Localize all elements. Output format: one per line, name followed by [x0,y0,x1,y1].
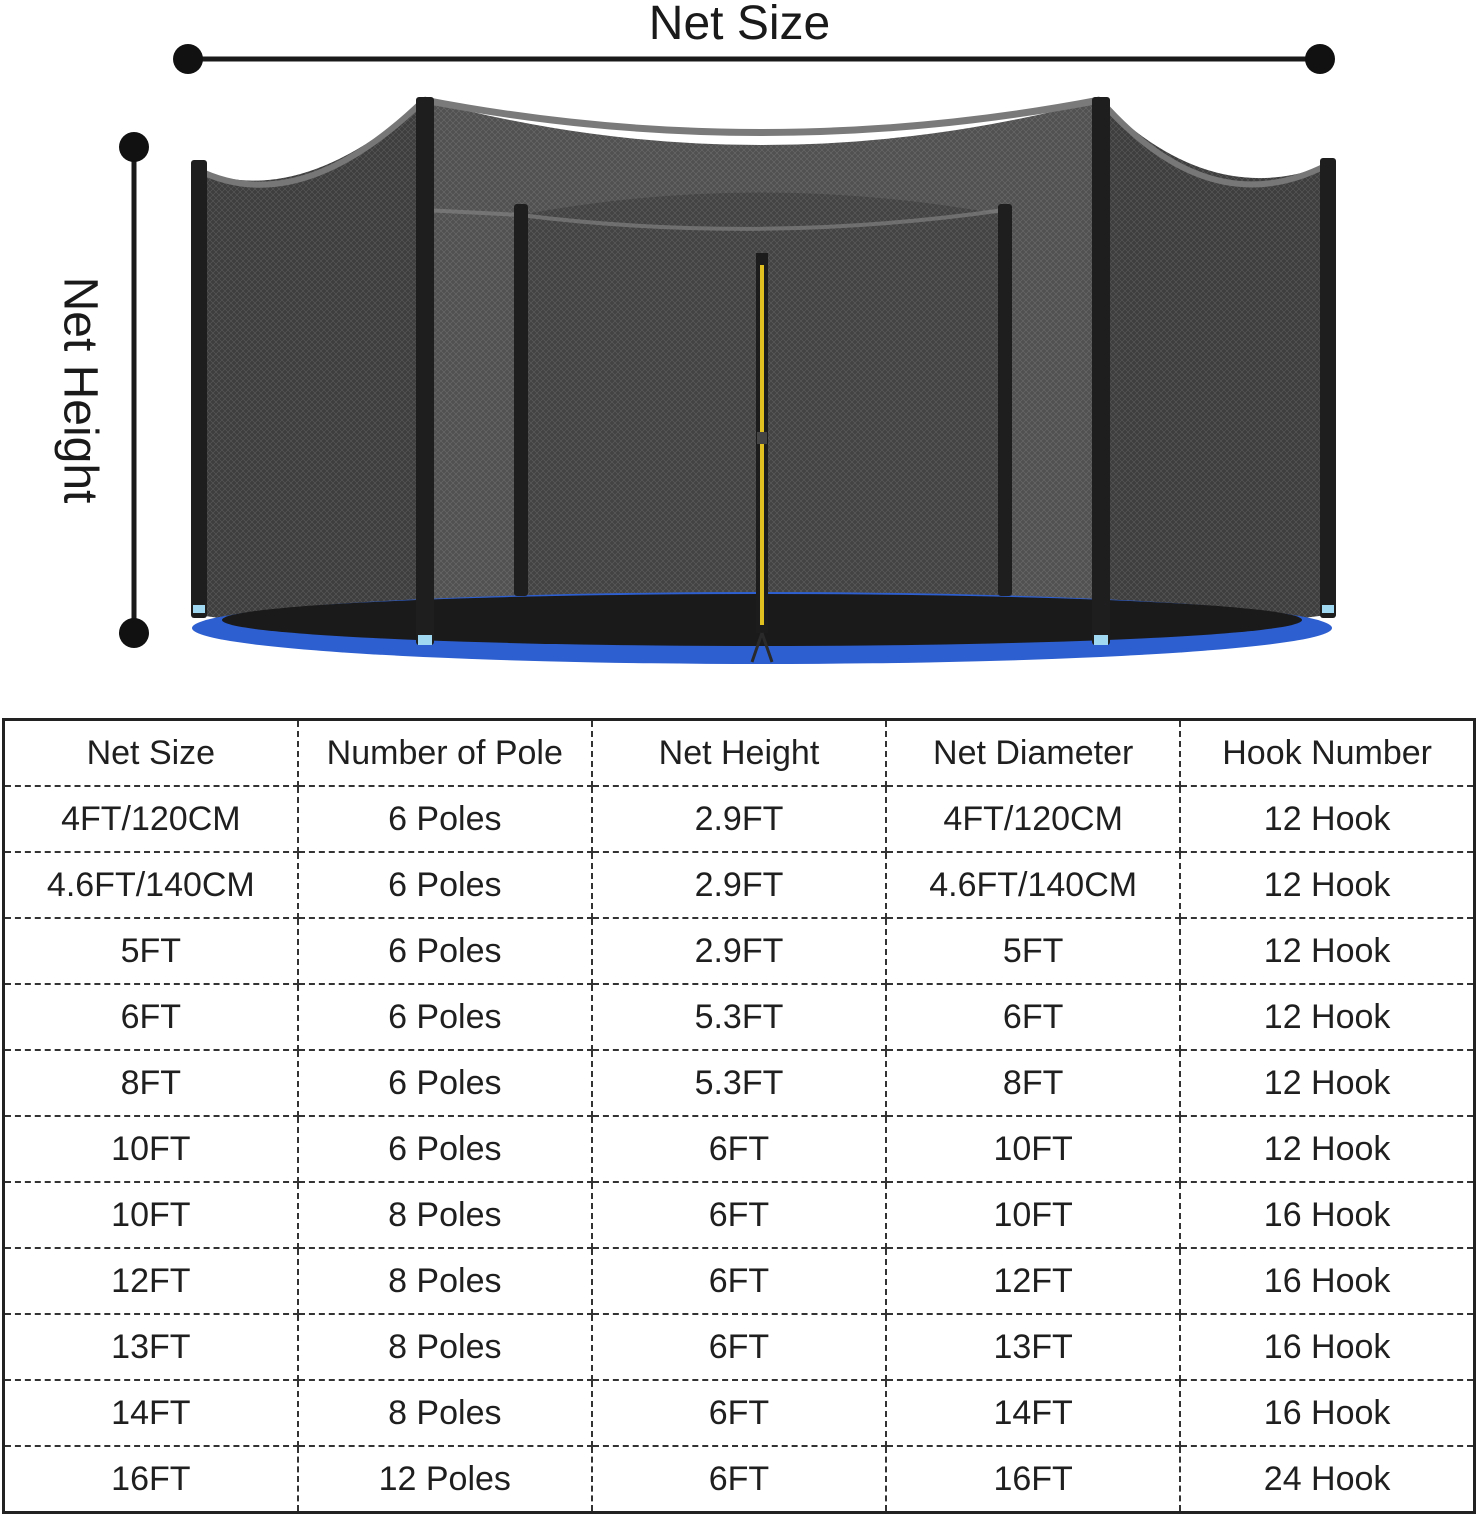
trampoline-net-illustration: Net Size Net Height [0,0,1479,715]
net-right-panel [1100,100,1327,640]
cell-hook-number: 12 Hook [1180,918,1475,985]
table-row: 16FT 12 Poles 6FT 16FT 24 Hook [3,1446,1475,1513]
cell-number-of-pole: 8 Poles [297,1248,593,1315]
cell-hook-number: 16 Hook [1180,1314,1475,1381]
cell-net-size: 13FT [3,1314,299,1381]
cell-net-height: 2.9FT [591,918,888,985]
cell-number-of-pole: 6 Poles [297,786,593,853]
cell-net-diameter: 6FT [886,984,1182,1051]
cell-net-height: 6FT [591,1182,888,1249]
cell-net-height: 6FT [591,1446,888,1513]
cell-net-diameter: 4.6FT/140CM [886,852,1182,919]
cell-hook-number: 12 Hook [1180,1116,1475,1183]
cell-net-size: 10FT [3,1182,299,1249]
table-row: 8FT 6 Poles 5.3FT 8FT 12 Hook [3,1050,1475,1117]
cell-number-of-pole: 6 Poles [297,1116,593,1183]
table-row: 5FT 6 Poles 2.9FT 5FT 12 Hook [3,918,1475,985]
cell-number-of-pole: 8 Poles [297,1182,593,1249]
cell-net-size: 4.6FT/140CM [3,852,299,919]
cell-hook-number: 12 Hook [1180,852,1475,919]
cell-net-height: 6FT [591,1380,888,1447]
cell-net-diameter: 12FT [886,1248,1182,1315]
dimension-endpoint-dot [119,618,149,648]
cell-hook-number: 16 Hook [1180,1380,1475,1447]
cell-net-diameter: 4FT/120CM [886,786,1182,853]
table-row: 10FT 6 Poles 6FT 10FT 12 Hook [3,1116,1475,1183]
cell-net-diameter: 14FT [886,1380,1182,1447]
cell-hook-number: 12 Hook [1180,1050,1475,1117]
cell-number-of-pole: 6 Poles [297,852,593,919]
cell-net-height: 6FT [591,1314,888,1381]
net-poles [191,97,1336,645]
column-header-hook-number: Hook Number [1180,719,1475,787]
table-row: 10FT 8 Poles 6FT 10FT 16 Hook [3,1182,1475,1249]
net-size-spec-table: Net Size Number of Pole Net Height Net D… [2,718,1476,1514]
cell-number-of-pole: 6 Poles [297,1050,593,1117]
cell-number-of-pole: 6 Poles [297,918,593,985]
cell-net-diameter: 10FT [886,1116,1182,1183]
net-height-label: Net Height [53,276,107,504]
cell-net-height: 2.9FT [591,852,888,919]
cell-net-height: 6FT [591,1248,888,1315]
dimension-endpoint-dot [173,44,203,74]
dimension-endpoint-dot [1305,44,1335,74]
cell-net-size: 12FT [3,1248,299,1315]
table-row: 13FT 8 Poles 6FT 13FT 16 Hook [3,1314,1475,1381]
cell-hook-number: 12 Hook [1180,984,1475,1051]
cell-net-height: 6FT [591,1116,888,1183]
cell-hook-number: 12 Hook [1180,786,1475,853]
column-header-net-height: Net Height [591,719,888,787]
net-left-panel [198,100,424,640]
cell-number-of-pole: 8 Poles [297,1380,593,1447]
cell-net-diameter: 13FT [886,1314,1182,1381]
cell-net-size: 4FT/120CM [3,786,299,853]
cell-hook-number: 24 Hook [1263,1459,1391,1498]
cell-number-of-pole: 8 Poles [297,1314,593,1381]
dimension-endpoint-dot [119,132,149,162]
column-header-net-size: Net Size [3,719,299,787]
cell-net-diameter: 10FT [886,1182,1182,1249]
zipper-entrance [750,253,774,663]
cell-hook-number: 16 Hook [1180,1182,1475,1249]
table-row: 14FT 8 Poles 6FT 14FT 16 Hook [3,1380,1475,1447]
table-row: 4FT/120CM 6 Poles 2.9FT 4FT/120CM 12 Hoo… [3,786,1475,853]
cell-net-height: 2.9FT [591,786,888,853]
table-row: 6FT 6 Poles 5.3FT 6FT 12 Hook [3,984,1475,1051]
cell-net-height: 5.3FT [591,1050,888,1117]
column-header-number-of-pole: Number of Pole [297,719,593,787]
cell-net-size: 6FT [3,984,299,1051]
cell-number-of-pole: 6 Poles [297,984,593,1051]
cell-number-of-pole: 12 Poles [297,1446,593,1513]
net-height-dimension-line [119,132,149,648]
column-header-net-diameter: Net Diameter [886,719,1182,787]
cell-net-size: 5FT [3,918,299,985]
net-size-label: Net Size [648,0,831,50]
table-header-row: Net Size Number of Pole Net Height Net D… [3,719,1475,787]
table-row: 4.6FT/140CM 6 Poles 2.9FT 4.6FT/140CM 12… [3,852,1475,919]
cell-net-diameter: 16FT [886,1446,1182,1513]
cell-net-size: 14FT [3,1380,299,1447]
cell-net-size: 16FT [3,1446,299,1513]
cell-net-height: 5.3FT [591,984,888,1051]
cell-net-size: 10FT [3,1116,299,1183]
cell-net-diameter: 8FT [886,1050,1182,1117]
cell-net-diameter: 5FT [886,918,1182,985]
table-row: 12FT 8 Poles 6FT 12FT 16 Hook [3,1248,1475,1315]
cell-net-size: 8FT [3,1050,299,1117]
cell-hook-number: 16 Hook [1180,1248,1475,1315]
net-size-dimension-line [173,44,1335,74]
trampoline-net-drawing [119,44,1336,664]
